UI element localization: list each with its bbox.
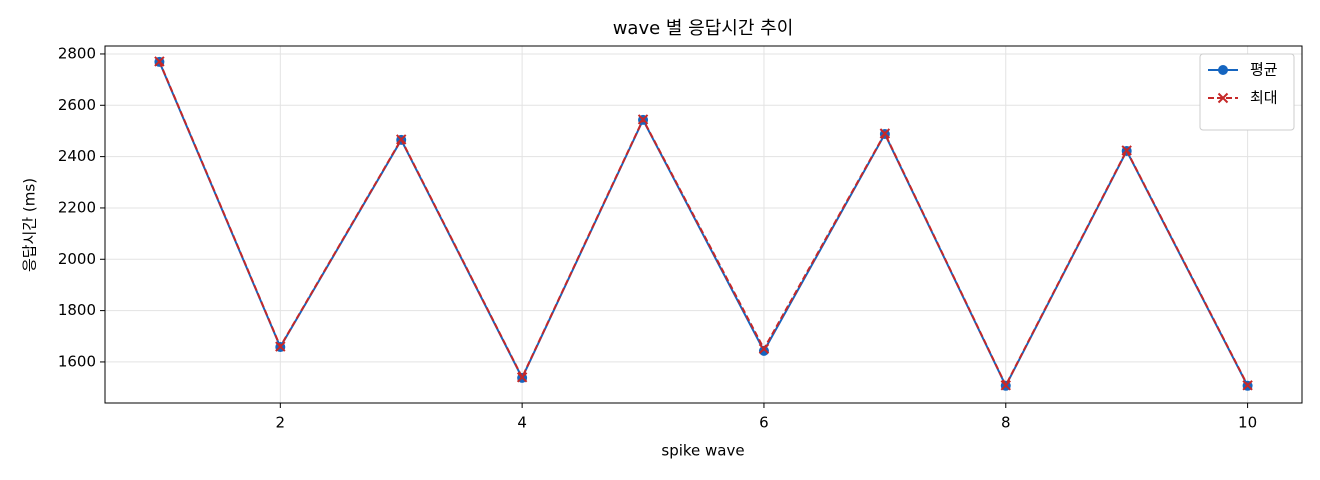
y-axis-label: 응답시간 (ms) bbox=[21, 178, 39, 272]
plot-frame bbox=[104, 45, 1303, 404]
marker bbox=[758, 345, 769, 356]
series-line bbox=[158, 61, 1249, 388]
x-tick-label: 10 bbox=[1238, 414, 1257, 432]
legend-marker bbox=[1218, 65, 1228, 75]
legend-label: 최대 bbox=[1250, 89, 1278, 107]
y-tick-label: 2800 bbox=[58, 44, 96, 62]
y-tick-label: 2400 bbox=[58, 147, 96, 165]
marker bbox=[1121, 145, 1132, 156]
x-tick-label: 2 bbox=[276, 414, 286, 432]
marker bbox=[637, 114, 649, 125]
y-tick-label: 2600 bbox=[58, 96, 96, 114]
marker bbox=[396, 134, 407, 145]
marker bbox=[275, 341, 286, 352]
y-tick-label: 1800 bbox=[58, 301, 96, 319]
x-tick-label: 6 bbox=[759, 414, 769, 432]
x-tick-label: 4 bbox=[517, 414, 527, 432]
legend-label: 평균 bbox=[1250, 61, 1278, 79]
marker bbox=[154, 56, 165, 67]
marker bbox=[1242, 380, 1253, 391]
chart-title: wave 별 응답시간 추이 bbox=[613, 18, 794, 39]
marker bbox=[516, 372, 528, 383]
y-tick-label: 2200 bbox=[58, 198, 96, 216]
legend-marker bbox=[1217, 92, 1229, 104]
series-line bbox=[158, 61, 1249, 389]
x-axis-label: spike wave bbox=[661, 442, 744, 460]
x-tick-label: 8 bbox=[1001, 414, 1011, 432]
y-tick-label: 2000 bbox=[58, 250, 96, 268]
marker bbox=[1000, 380, 1011, 391]
marker bbox=[879, 128, 891, 139]
y-tick-label: 1600 bbox=[58, 352, 96, 370]
marker bbox=[758, 343, 770, 355]
legend-box bbox=[1199, 53, 1295, 131]
